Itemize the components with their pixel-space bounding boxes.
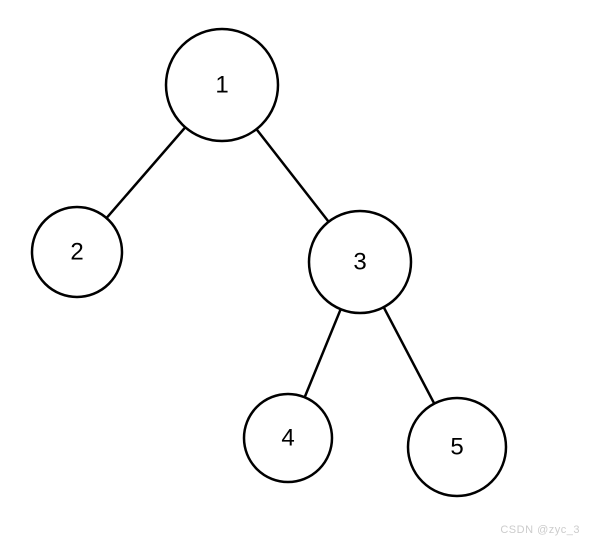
nodes-group: 1 2 3 4 5 [32,29,506,496]
tree-node-label: 5 [450,434,463,461]
tree-edge [256,129,328,222]
tree-node-label: 4 [281,425,294,452]
tree-node-label: 2 [70,239,83,266]
tree-edge [107,127,186,218]
tree-svg: 1 2 3 4 5 [0,0,592,542]
tree-node-label: 1 [215,72,228,99]
tree-diagram: 1 2 3 4 5 [0,0,592,542]
tree-edge [305,309,341,397]
tree-edge [384,307,435,403]
tree-node-label: 3 [353,249,366,276]
watermark-text: CSDN @zyc_3 [500,524,580,536]
